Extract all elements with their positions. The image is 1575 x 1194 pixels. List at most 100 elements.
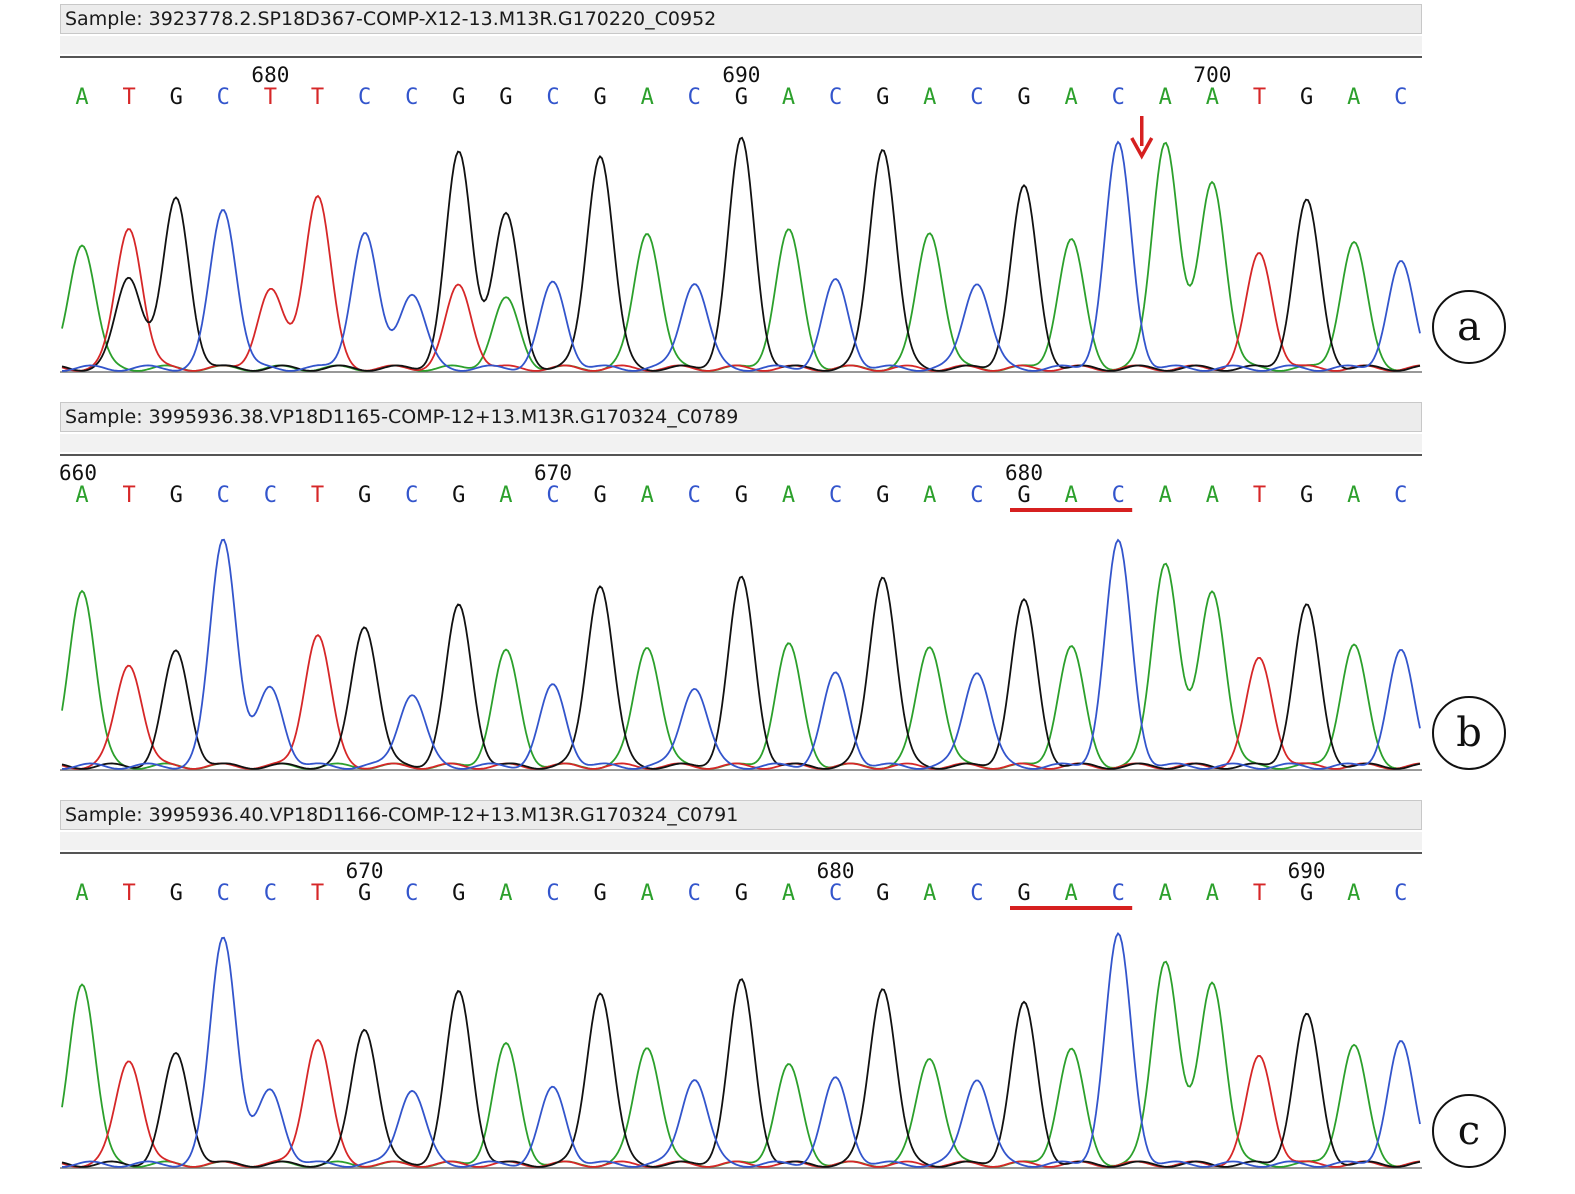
base-call-C: C [264,881,277,906]
panel-b: Sample: 3995936.38.VP18D1165-COMP-12+13.… [0,398,1575,796]
base-call-C: C [1112,483,1125,508]
base-call-T: T [122,881,135,906]
base-call-C: C [829,85,842,110]
ruler-position-label: 690 [722,63,760,87]
base-call-T: T [122,483,135,508]
ruler-position-label: 680 [251,63,289,87]
base-call-G: G [735,483,748,508]
trace-C [62,140,1421,372]
base-call-C: C [970,483,983,508]
base-call-G: G [1017,85,1030,110]
base-call-A: A [499,881,512,906]
base-call-T: T [311,85,324,110]
base-call-A: A [1064,483,1077,508]
base-call-C: C [829,881,842,906]
base-call-C: C [1394,85,1407,110]
base-call-C: C [688,881,701,906]
base-call-C: C [546,881,559,906]
base-call-T: T [1253,483,1266,508]
base-call-C: C [1394,881,1407,906]
base-call-G: G [358,483,371,508]
base-call-A: A [782,881,795,906]
sample-header-a: Sample: 3923778.2.SP18D367-COMP-X12-13.M… [60,4,1422,34]
ruler-line-b [60,454,1422,456]
trace-G [61,575,1421,770]
base-call-A: A [499,483,512,508]
base-call-G: G [452,483,465,508]
base-call-A: A [641,85,654,110]
base-call-A: A [782,483,795,508]
header-gap-b [60,434,1422,452]
base-call-G: G [1017,483,1030,508]
base-call-G: G [170,483,183,508]
base-call-C: C [546,483,559,508]
base-call-G: G [170,881,183,906]
sample-header-c: Sample: 3995936.40.VP18D1166-COMP-12+13.… [60,800,1422,830]
base-call-A: A [923,881,936,906]
trace-C [62,932,1421,1168]
base-call-A: A [75,85,88,110]
base-call-C: C [1112,85,1125,110]
mutation-arrow-icon [1130,116,1154,160]
ruler-position-label: 660 [59,461,97,485]
trace-C [62,538,1421,770]
base-call-C: C [358,85,371,110]
base-call-A: A [641,881,654,906]
base-call-C: C [217,881,230,906]
base-call-G: G [876,85,889,110]
base-call-C: C [546,85,559,110]
panel-c: Sample: 3995936.40.VP18D1166-COMP-12+13.… [0,796,1575,1194]
base-call-G: G [876,483,889,508]
trace-A [61,562,1421,770]
base-call-T: T [1253,881,1266,906]
base-call-G: G [1017,881,1030,906]
chromatogram-b: 660 670 680 A T G C C T G C G A C G A C G A C G A C G A C A A T G A C [59,461,1422,771]
trace-T [61,1038,1421,1168]
base-call-C: C [1112,881,1125,906]
base-call-G: G [593,483,606,508]
base-call-G: G [452,881,465,906]
base-call-G: G [593,85,606,110]
base-call-A: A [1206,881,1219,906]
base-call-A: A [1206,483,1219,508]
base-call-G: G [876,881,889,906]
sample-header-b: Sample: 3995936.38.VP18D1165-COMP-12+13.… [60,402,1422,432]
base-call-T: T [311,483,324,508]
base-call-A: A [782,85,795,110]
ruler-position-label: 670 [346,859,384,883]
base-call-A: A [1159,85,1172,110]
base-call-C: C [405,483,418,508]
base-call-T: T [264,85,277,110]
panel-label-b: b [1432,696,1506,770]
base-call-A: A [923,483,936,508]
panel-a: Sample: 3923778.2.SP18D367-COMP-X12-13.M… [0,0,1575,398]
ruler-position-label: 680 [1005,461,1043,485]
chromatogram-c: 670 680 690 A T G C C T G C G A C G A C G A C G A C G A C A A T G A C [60,859,1422,1169]
base-call-A: A [1159,483,1172,508]
base-call-G: G [452,85,465,110]
base-call-G: G [1300,881,1313,906]
base-call-G: G [1300,483,1313,508]
base-call-A: A [923,85,936,110]
base-call-C: C [217,483,230,508]
base-call-G: G [735,881,748,906]
base-call-T: T [1253,85,1266,110]
base-call-T: T [122,85,135,110]
base-call-G: G [593,881,606,906]
base-call-A: A [1347,483,1360,508]
base-call-C: C [970,85,983,110]
ruler-line-a [60,56,1422,58]
base-call-G: G [358,881,371,906]
ruler-position-label: 690 [1288,859,1326,883]
header-gap-a [60,36,1422,54]
trace-A [61,960,1421,1168]
base-call-G: G [735,85,748,110]
base-call-A: A [1064,881,1077,906]
sample-title-c: Sample: 3995936.40.VP18D1166-COMP-12+13.… [65,804,739,826]
trace-G [61,136,1421,372]
sample-title-b: Sample: 3995936.38.VP18D1165-COMP-12+13.… [65,406,739,428]
base-call-A: A [1347,881,1360,906]
base-call-A: A [641,483,654,508]
base-call-A: A [1064,85,1077,110]
